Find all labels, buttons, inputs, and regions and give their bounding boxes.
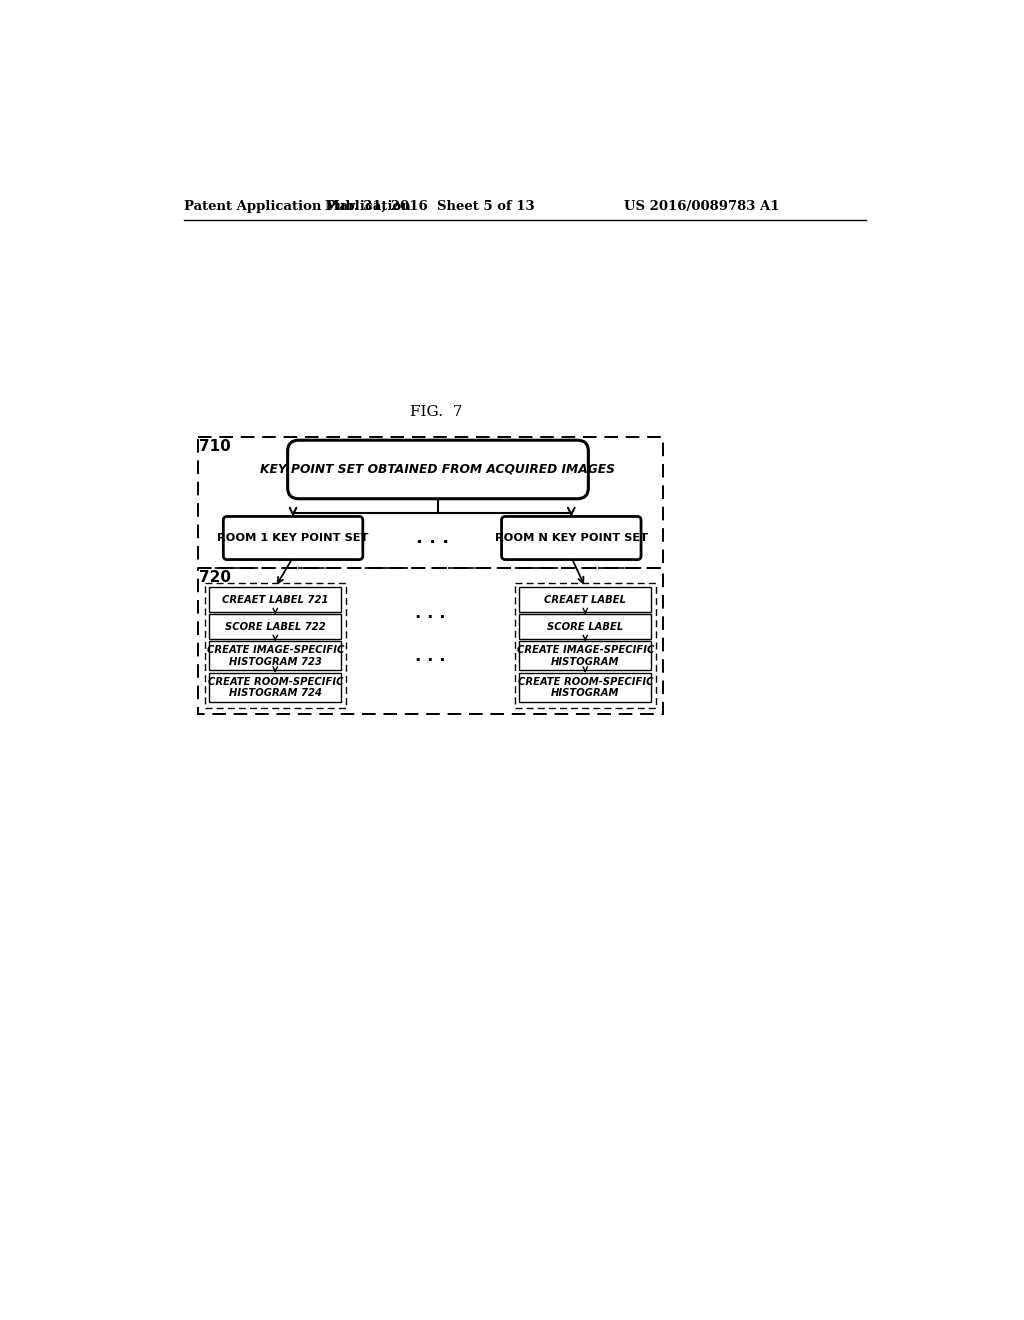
Text: . . .: . . .	[415, 605, 445, 622]
Text: SCORE LABEL: SCORE LABEL	[547, 622, 624, 631]
Text: CREATE IMAGE-SPECIFIC
HISTOGRAM 723: CREATE IMAGE-SPECIFIC HISTOGRAM 723	[207, 645, 344, 667]
FancyBboxPatch shape	[223, 516, 362, 560]
Text: FIG.  7: FIG. 7	[411, 405, 463, 420]
FancyBboxPatch shape	[502, 516, 641, 560]
FancyBboxPatch shape	[209, 673, 341, 702]
Text: Patent Application Publication: Patent Application Publication	[183, 199, 411, 213]
FancyBboxPatch shape	[209, 587, 341, 612]
FancyBboxPatch shape	[209, 614, 341, 639]
Text: CREATE ROOM-SPECIFIC
HISTOGRAM 724: CREATE ROOM-SPECIFIC HISTOGRAM 724	[208, 677, 343, 698]
FancyBboxPatch shape	[519, 614, 651, 639]
Text: . . .: . . .	[415, 647, 445, 665]
Text: . . .: . . .	[416, 529, 449, 546]
FancyBboxPatch shape	[288, 441, 589, 499]
FancyBboxPatch shape	[519, 642, 651, 671]
Text: 710: 710	[200, 440, 231, 454]
Text: ROOM N KEY POINT SET: ROOM N KEY POINT SET	[495, 533, 648, 543]
Text: Mar. 31, 2016  Sheet 5 of 13: Mar. 31, 2016 Sheet 5 of 13	[326, 199, 536, 213]
FancyBboxPatch shape	[519, 673, 651, 702]
Text: CREAET LABEL 721: CREAET LABEL 721	[222, 594, 329, 605]
Text: KEY POINT SET OBTAINED FROM ACQUIRED IMAGES: KEY POINT SET OBTAINED FROM ACQUIRED IMA…	[260, 463, 615, 477]
Text: CREATE ROOM-SPECIFIC
HISTOGRAM: CREATE ROOM-SPECIFIC HISTOGRAM	[517, 677, 653, 698]
Text: ROOM 1 KEY POINT SET: ROOM 1 KEY POINT SET	[217, 533, 369, 543]
Text: CREAET LABEL: CREAET LABEL	[544, 594, 627, 605]
FancyBboxPatch shape	[209, 642, 341, 671]
Text: CREATE IMAGE-SPECIFIC
HISTOGRAM: CREATE IMAGE-SPECIFIC HISTOGRAM	[516, 645, 654, 667]
Text: 720: 720	[200, 570, 231, 585]
Text: US 2016/0089783 A1: US 2016/0089783 A1	[624, 199, 779, 213]
FancyBboxPatch shape	[519, 587, 651, 612]
Text: SCORE LABEL 722: SCORE LABEL 722	[225, 622, 326, 631]
